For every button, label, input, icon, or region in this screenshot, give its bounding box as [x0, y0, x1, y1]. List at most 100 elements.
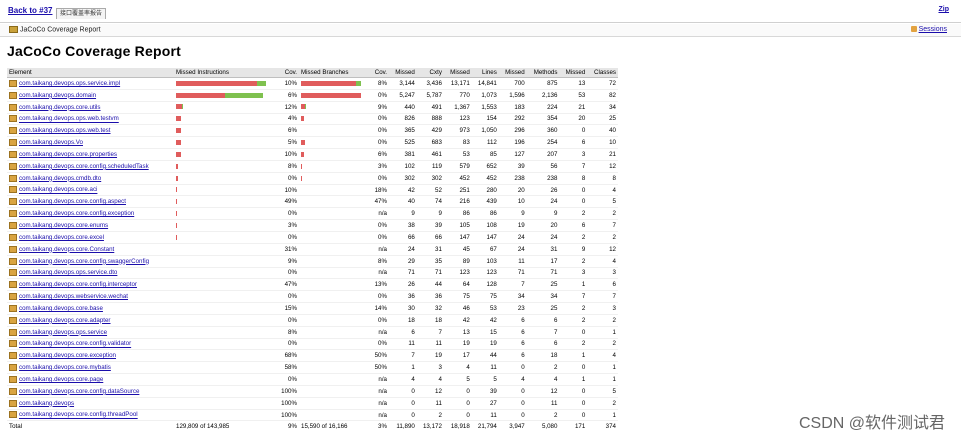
package-link[interactable]: com.taikang.devops.core.exception — [19, 352, 116, 360]
branch-cov: n/a — [365, 207, 389, 221]
package-link[interactable]: com.taikang.devops.core.config.aspect — [19, 198, 126, 206]
header-methods[interactable]: Methods — [526, 68, 560, 78]
package-link[interactable]: com.taikang.devops.core.properties — [19, 151, 118, 159]
missed-cxty: 7 — [389, 349, 417, 363]
methods: 875 — [526, 77, 560, 90]
package-link[interactable]: com.taikang.devops.core.config.validator — [19, 340, 132, 348]
header-lines[interactable]: Lines — [471, 68, 499, 78]
instruction-cov: 0% — [273, 231, 299, 244]
package-link[interactable]: com.taikang.devops.core.config.scheduled… — [19, 162, 149, 170]
missed-classes: 2 — [559, 338, 588, 351]
missed-classes: 0 — [559, 385, 588, 398]
branch-bar-cell — [299, 361, 365, 375]
branch-bar-cell — [299, 113, 365, 126]
missed-bar-segment — [176, 187, 177, 193]
missed-cxty: 0 — [389, 397, 417, 410]
lines: 27 — [471, 397, 499, 410]
cxty: 32 — [416, 302, 444, 315]
package-link[interactable]: com.taikang.devops.ops.service — [19, 328, 108, 336]
instruction-cov: 6% — [273, 124, 299, 138]
instruction-bar-cell — [174, 207, 273, 221]
header-missed-classes[interactable]: Missed — [559, 68, 588, 78]
package-link[interactable]: com.taikang.devops.core.excel — [19, 233, 104, 241]
header-element[interactable]: Element — [7, 68, 174, 78]
missed-lines: 53 — [443, 148, 472, 161]
lines: 1,073 — [471, 89, 499, 102]
header-missed-instructions[interactable]: Missed Instructions — [174, 68, 273, 78]
branch-bar-cell — [299, 148, 365, 161]
package-link[interactable]: com.taikang.devops.core.Constant — [19, 245, 115, 253]
package-link[interactable]: com.taikang.devops.ops.service.dto — [19, 269, 118, 277]
header-branch-cov[interactable]: Cov. — [365, 68, 389, 78]
sessions-link[interactable]: Sessions — [910, 26, 947, 33]
missed-lines: 13,171 — [443, 77, 472, 90]
instruction-cov: 0% — [273, 207, 299, 221]
lines: 439 — [471, 195, 499, 209]
element-cell: com.taikang.devops.ops.service.impl — [7, 77, 174, 90]
element-cell: com.taikang.devops.core.config.swaggerCo… — [7, 255, 174, 268]
missed-bar-segment — [301, 140, 305, 145]
tab-coverage-report[interactable]: 接口覆盖率报告 — [56, 8, 107, 19]
branch-cov: 0% — [365, 136, 389, 150]
total-instructions: 129,809 of 143,985 — [174, 420, 273, 433]
package-link[interactable]: com.taikang.devops.core.base — [19, 305, 103, 313]
lines: 42 — [471, 314, 499, 327]
package-link[interactable]: com.taikang.devops.core.enums — [19, 222, 109, 230]
header-instr-cov[interactable]: Cov. — [273, 68, 299, 78]
instruction-bar-cell — [174, 113, 273, 126]
missed-cxty: 525 — [389, 136, 417, 150]
package-link[interactable]: com.taikang.devops.webservice.wechat — [19, 293, 129, 301]
zip-link[interactable]: Zip — [938, 6, 950, 13]
classes: 4 — [587, 184, 618, 197]
back-link[interactable]: Back to #37 — [8, 6, 53, 15]
package-link[interactable]: com.taikang.devops.core.config.threadPoo… — [19, 411, 138, 419]
package-link[interactable]: com.taikang.devops.core.utils — [19, 103, 101, 111]
missed-methods: 700 — [498, 77, 527, 90]
package-link[interactable]: com.taikang.devops.core.adapter — [19, 316, 111, 324]
methods: 2 — [526, 409, 560, 422]
missed-bar-segment — [176, 175, 178, 181]
package-link[interactable]: com.taikang.devops.domain — [19, 91, 97, 99]
package-link[interactable]: com.taikang.devops.core.page — [19, 376, 104, 384]
package-icon — [9, 91, 17, 99]
header-missed-cxty[interactable]: Missed — [389, 68, 417, 78]
header-cxty[interactable]: Cxty — [416, 68, 444, 78]
package-link[interactable]: com.taikang.devops.core.config.exception — [19, 210, 135, 218]
instruction-coverage-bar — [176, 140, 181, 145]
breadcrumb: JaCoCo Coverage Report Sessions — [0, 24, 961, 37]
package-link[interactable]: com.taikang.devops.core.config.swaggerCo… — [19, 257, 150, 265]
table-row: com.taikang.devops.core.excel 0% 0% 66 66 147… — [7, 231, 618, 244]
missed-lines: 123 — [443, 267, 472, 280]
branch-bar-cell — [299, 373, 365, 386]
lines: 280 — [471, 184, 499, 197]
package-link[interactable]: com.taikang.devops.Vo — [19, 139, 83, 147]
missed-classes: 21 — [559, 101, 588, 114]
package-link[interactable]: com.taikang.devops.ops.web.testvm — [19, 115, 119, 123]
sessions-label[interactable]: Sessions — [918, 26, 947, 33]
missed-methods: 0 — [498, 361, 527, 375]
header-missed-lines[interactable]: Missed — [443, 68, 472, 78]
branch-bar-cell — [299, 349, 365, 363]
package-link[interactable]: com.taikang.devops.ops.web.test — [19, 127, 111, 135]
package-link[interactable]: com.taikang.devops.core.config.dataSourc… — [19, 387, 140, 395]
package-link[interactable]: com.taikang.devops.cmdb.dto — [19, 174, 102, 182]
package-link[interactable]: com.taikang.devops.core.mybatis — [19, 364, 111, 372]
instruction-bar-cell — [174, 373, 273, 386]
instruction-cov: 100% — [273, 385, 299, 398]
missed-methods: 183 — [498, 101, 527, 114]
missed-methods: 9 — [498, 207, 527, 221]
header-classes[interactable]: Classes — [587, 68, 618, 78]
branch-coverage-bar — [301, 104, 306, 110]
table-row: com.taikang.devops.core.aci 10% 18% 42 52 251… — [7, 184, 618, 197]
package-link[interactable]: com.taikang.devops.core.aci — [19, 186, 98, 194]
table-row: com.taikang.devops.core.Constant 31% n/a 24… — [7, 243, 618, 256]
package-link[interactable]: com.taikang.devops.core.config.intercept… — [19, 281, 137, 289]
package-icon — [9, 304, 17, 312]
header-missed-methods[interactable]: Missed — [498, 68, 527, 78]
missed-lines: 19 — [443, 338, 472, 351]
header-missed-branches[interactable]: Missed Branches — [299, 68, 365, 78]
package-link[interactable]: com.taikang.devops — [19, 399, 75, 407]
covered-bar-segment — [356, 80, 361, 86]
package-link[interactable]: com.taikang.devops.ops.service.impl — [19, 79, 121, 87]
branch-coverage-bar — [301, 151, 304, 157]
